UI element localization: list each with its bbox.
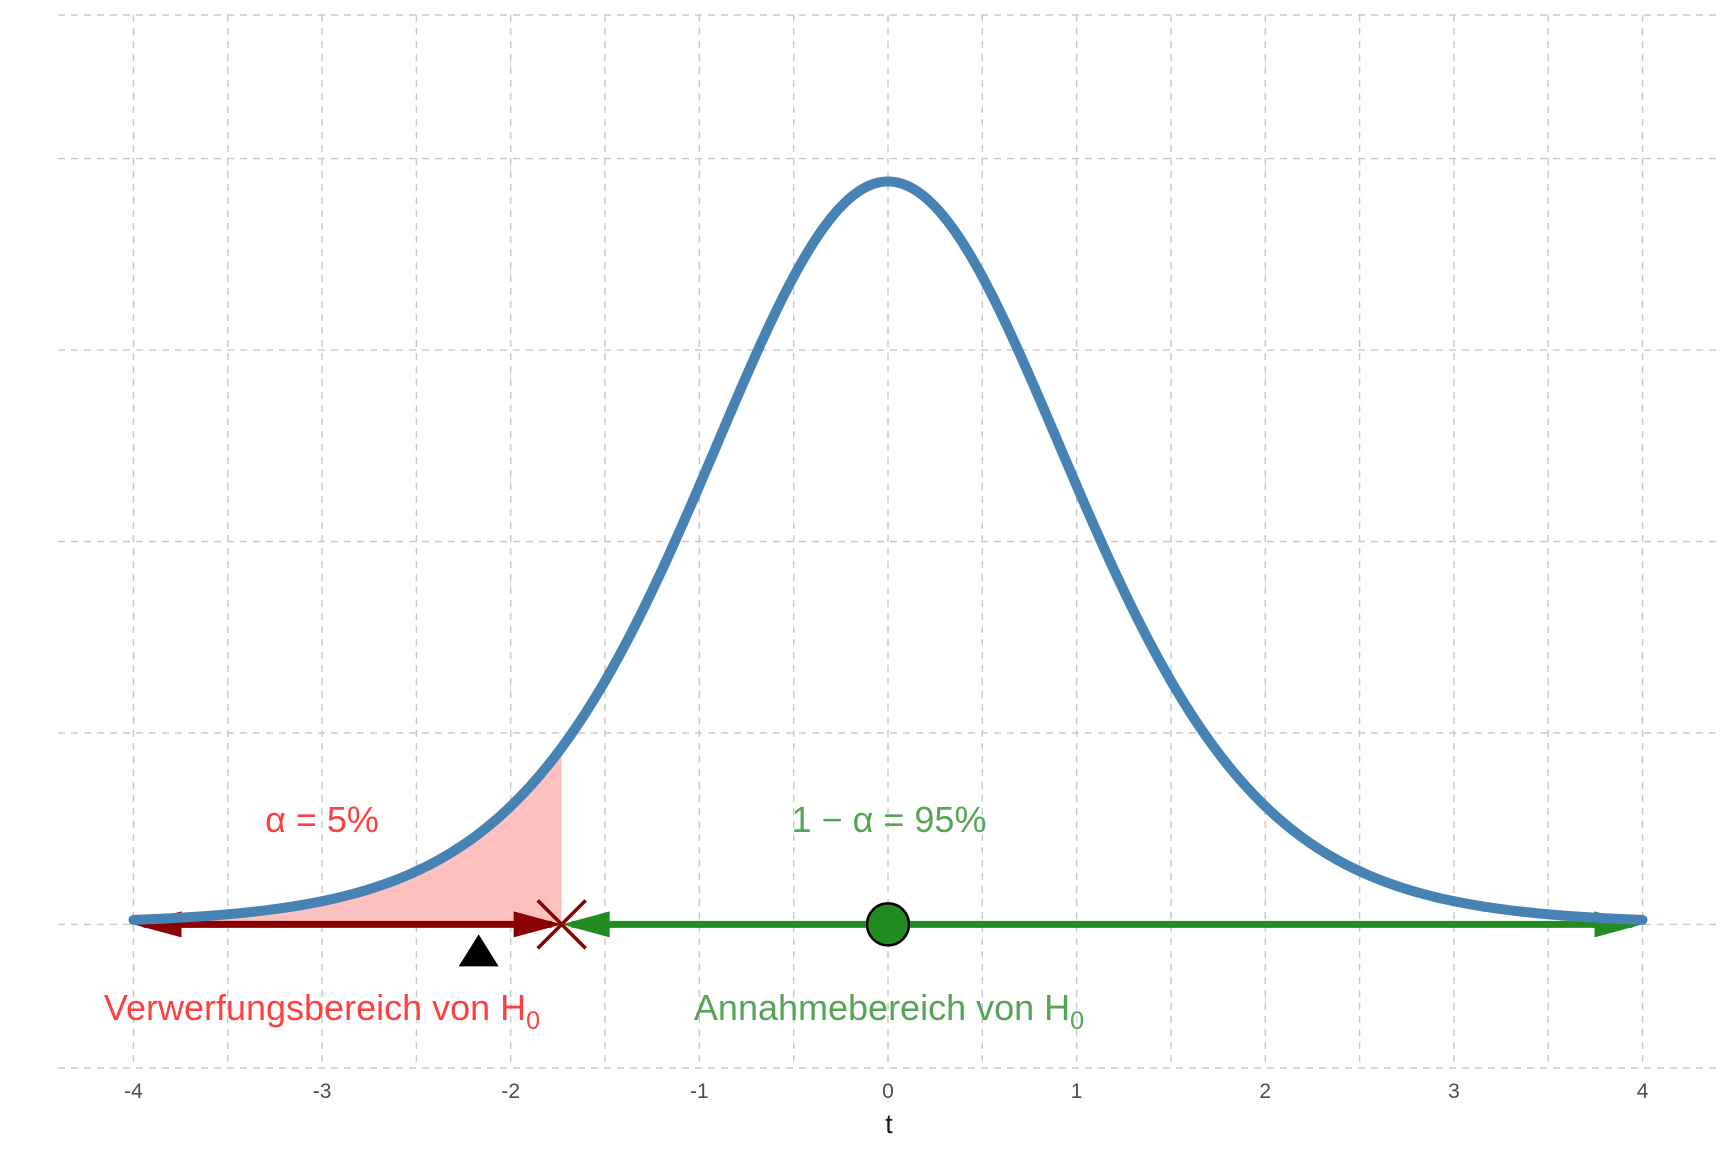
plot-labels: α = 5% 1 − α = 95% Verwerfungsbereich vo… — [104, 799, 1649, 1139]
x-tick-label: 3 — [1448, 1080, 1460, 1103]
x-tick-label: -4 — [124, 1080, 143, 1103]
rejection-area — [133, 747, 562, 925]
x-tick-label: -2 — [501, 1080, 520, 1103]
rejection-region-label-subscript: 0 — [526, 1007, 540, 1035]
acceptance-region-label-subscript: 0 — [1070, 1007, 1084, 1035]
x-tick-label: -1 — [690, 1080, 709, 1103]
alpha-label: α = 5% — [265, 799, 379, 840]
x-tick-label: 1 — [1071, 1080, 1083, 1103]
acceptance-region-label: Annahmebereich von H0 — [694, 987, 1084, 1035]
center-point — [865, 902, 911, 947]
x-axis-title: t — [885, 1109, 893, 1139]
plot-marks — [128, 176, 1648, 967]
confidence-label: 1 − α = 95% — [792, 799, 987, 840]
acceptance-region-label-text: Annahmebereich von H — [694, 987, 1070, 1028]
rejection-region-label: Verwerfungsbereich von H0 — [104, 987, 540, 1035]
density-curve — [128, 176, 1648, 925]
rejection-region-label-text: Verwerfungsbereich von H — [104, 987, 526, 1028]
x-tick-label: 2 — [1259, 1080, 1271, 1103]
critical-value-marker-b — [536, 899, 587, 950]
test-statistic-marker — [458, 934, 499, 967]
acceptance-arrow-head-left — [561, 911, 610, 938]
x-tick-label: -3 — [313, 1080, 332, 1103]
rejection-arrow-head-right — [513, 911, 562, 938]
x-tick-label: 0 — [882, 1080, 894, 1103]
x-tick-label: 4 — [1637, 1080, 1649, 1103]
